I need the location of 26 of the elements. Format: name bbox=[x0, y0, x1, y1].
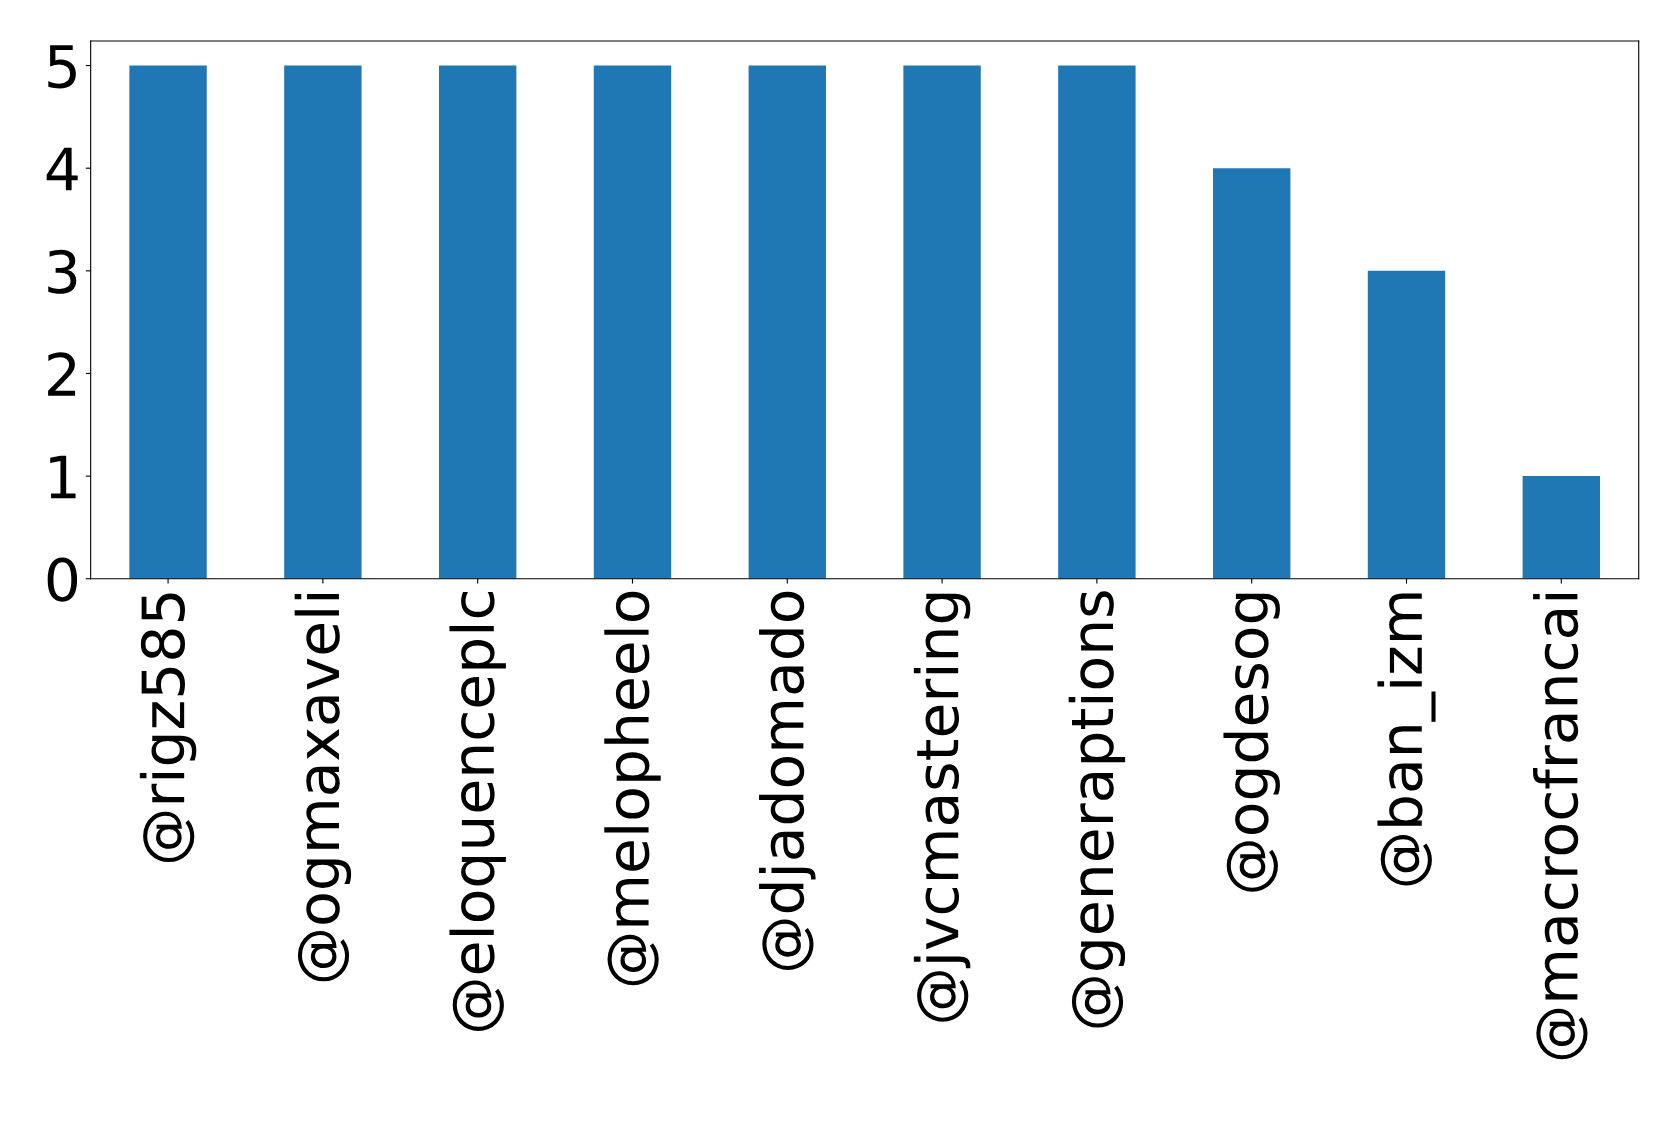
x-tick-label: @djadomado bbox=[759, 591, 816, 970]
bar bbox=[129, 65, 207, 579]
x-tick-label: @eloquenceplc bbox=[449, 592, 506, 1031]
y-tick-label: 4 bbox=[46, 147, 78, 191]
bar bbox=[438, 65, 517, 579]
y-tick-label: 5 bbox=[48, 45, 76, 89]
x-tick-label: @rigz585 bbox=[139, 593, 197, 863]
bar bbox=[593, 65, 672, 579]
bar bbox=[1367, 270, 1446, 579]
x-tick-label: @jvcmastering bbox=[913, 593, 971, 1022]
y-tick-label: 2 bbox=[48, 352, 76, 396]
x-tick-label: @melopheelo bbox=[604, 591, 661, 986]
y-tick-label: 1 bbox=[50, 455, 76, 499]
x-tick-label: @ogmaxaveli bbox=[294, 593, 352, 982]
bar bbox=[748, 65, 826, 579]
bar bbox=[284, 65, 362, 579]
bar bbox=[1522, 476, 1600, 579]
bar bbox=[1212, 168, 1291, 579]
x-tick-label: @macrocfrancai bbox=[1533, 593, 1588, 1060]
bar bbox=[903, 65, 981, 579]
y-tick-label: 0 bbox=[47, 557, 78, 602]
x-tick-label: @ogdesog bbox=[1223, 593, 1280, 892]
x-tick-label: @generaptions bbox=[1068, 591, 1126, 1028]
x-tick-label: @ban_izm bbox=[1377, 593, 1436, 886]
y-tick-label: 3 bbox=[48, 249, 77, 294]
bar bbox=[1058, 65, 1136, 579]
